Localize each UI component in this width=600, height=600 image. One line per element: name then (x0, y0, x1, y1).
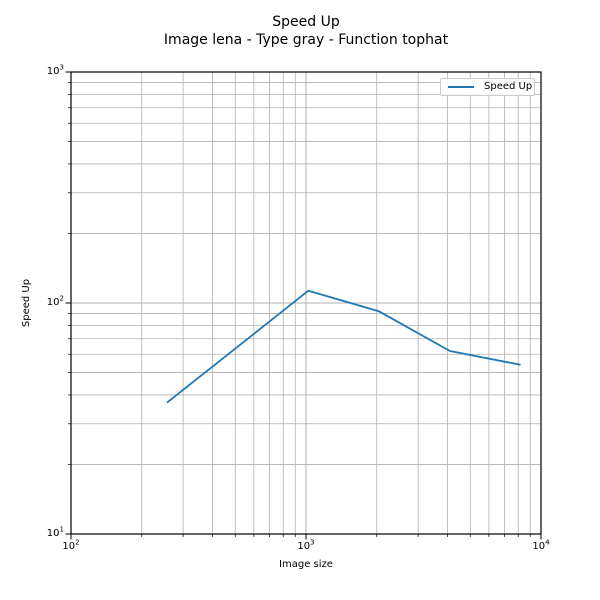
y-axis-label: Speed Up (21, 278, 32, 328)
data-line-speed-up (166, 289, 521, 404)
x-axis-label: Image size (279, 559, 333, 570)
chart-subtitle: Image lena - Type gray - Function tophat (163, 32, 449, 48)
x-tick-label-100: 102 (62, 538, 80, 552)
y-tick-label-1000: 103 (46, 63, 64, 77)
x-tick-label-1000: 103 (297, 538, 315, 552)
title-block: Speed Up Image lena - Type gray - Functi… (71, 13, 541, 49)
legend-line-sample (448, 86, 474, 88)
plot-border (70, 71, 542, 535)
legend: Speed Up (440, 78, 535, 96)
chart-title: Speed Up (272, 14, 340, 30)
legend-label: Speed Up (484, 81, 533, 92)
y-tick-label-10: 101 (46, 525, 64, 539)
x-tick-label-10000: 104 (532, 538, 550, 552)
y-tick-label-100: 102 (46, 294, 64, 308)
